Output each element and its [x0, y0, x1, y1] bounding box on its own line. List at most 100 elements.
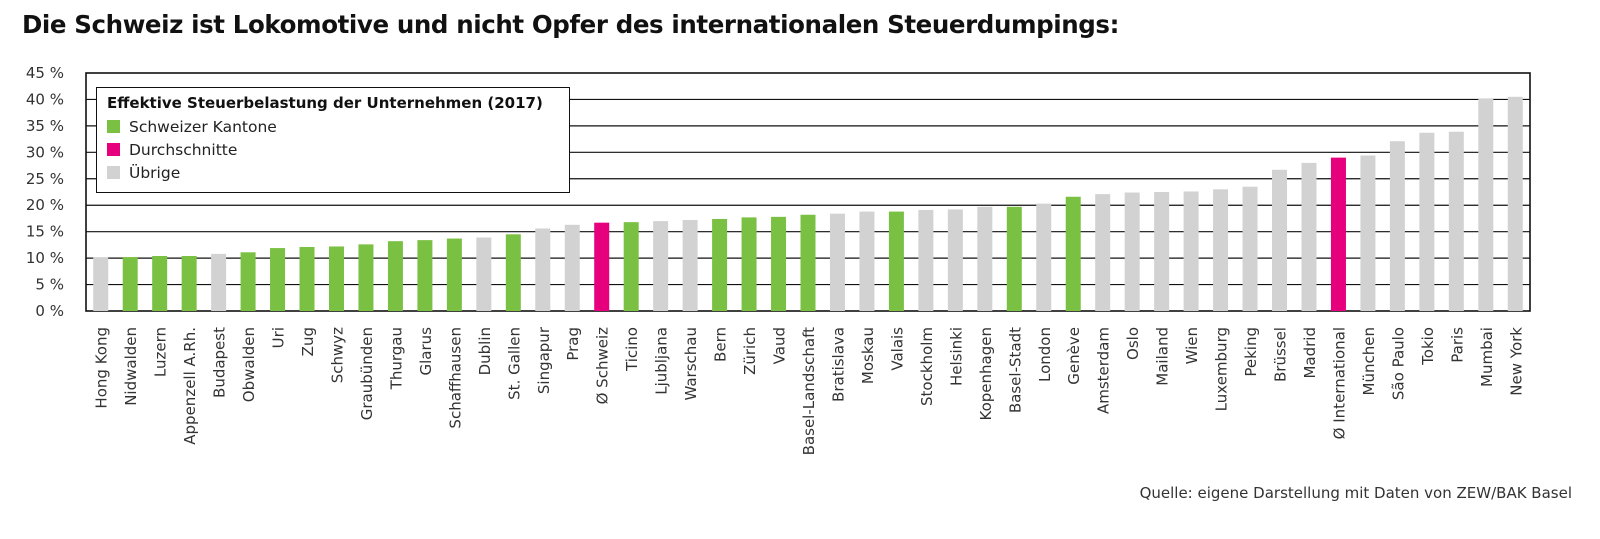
x-tick-label: Mailand	[1154, 327, 1172, 386]
bar	[1478, 98, 1494, 312]
bar	[859, 211, 875, 311]
x-tick-label: Wien	[1183, 327, 1201, 364]
x-tick-label: Valais	[888, 327, 906, 371]
bar	[712, 218, 728, 311]
bar	[1419, 132, 1435, 311]
x-tick-label: Warschau	[682, 327, 700, 401]
x-tick-label: Madrid	[1301, 327, 1319, 379]
bar	[771, 216, 787, 311]
bar	[299, 247, 315, 311]
x-tick-label: New York	[1507, 327, 1525, 396]
x-tick-label: Nidwalden	[122, 327, 140, 406]
x-tick-label: Brüssel	[1272, 327, 1290, 382]
legend-swatch-durchschnitte	[107, 143, 120, 156]
legend-label-durchschnitte: Durchschnitte	[129, 140, 238, 159]
bar	[270, 248, 286, 311]
x-tick-label: St. Gallen	[505, 327, 523, 400]
source-note: Quelle: eigene Darstellung mit Daten von…	[1139, 484, 1572, 502]
bar	[653, 221, 669, 311]
legend: Effektive Steuerbelastung der Unternehme…	[96, 87, 570, 193]
bar	[1360, 155, 1376, 311]
y-tick-label: 15 %	[26, 223, 64, 241]
legend-item-durchschnitte: Durchschnitte	[107, 138, 559, 161]
bar	[1006, 206, 1022, 311]
x-tick-label: Dublin	[476, 327, 494, 375]
bar	[888, 211, 904, 311]
x-tick-label: Ticino	[623, 327, 641, 372]
x-tick-label: Singapur	[535, 326, 553, 394]
bar	[1301, 162, 1317, 311]
x-tick-label: Thurgau	[387, 327, 405, 390]
y-tick-label: 40 %	[26, 90, 64, 108]
legend-label-kantone: Schweizer Kantone	[129, 117, 277, 136]
x-tick-label: Tokio	[1419, 327, 1437, 366]
bar	[741, 217, 757, 311]
y-tick-label: 45 %	[26, 64, 64, 82]
bar	[1507, 96, 1523, 311]
bar	[564, 224, 580, 311]
x-tick-label: Basel-Landschaft	[800, 327, 818, 455]
x-tick-label: Graubünden	[358, 327, 376, 420]
x-tick-label: Uri	[270, 327, 288, 348]
bar	[181, 255, 197, 311]
bar	[417, 240, 433, 311]
x-tick-label: Stockholm	[918, 327, 936, 406]
x-tick-label: Bratislava	[829, 327, 847, 402]
x-tick-label: Ø International	[1330, 327, 1348, 439]
bar	[800, 214, 816, 311]
bar	[1095, 194, 1111, 311]
y-tick-label: 10 %	[26, 249, 64, 267]
legend-label-uebrige: Übrige	[129, 163, 181, 182]
bar	[446, 238, 462, 311]
x-tick-label: Moskau	[859, 327, 877, 384]
chart-title: Die Schweiz ist Lokomotive und nicht Opf…	[22, 10, 1120, 39]
bar	[535, 228, 551, 311]
bar	[211, 253, 227, 311]
x-tick-label: Obwalden	[240, 327, 258, 402]
x-tick-label: Zürich	[741, 327, 759, 375]
bar	[1242, 186, 1258, 311]
y-tick-label: 5 %	[35, 276, 64, 294]
bar	[387, 241, 403, 311]
x-tick-label: Genève	[1065, 327, 1083, 385]
bar	[358, 244, 374, 311]
x-tick-label: Oslo	[1124, 327, 1142, 360]
bar	[977, 206, 993, 311]
bar	[152, 255, 168, 311]
x-tick-label: Ø Schweiz	[594, 327, 612, 405]
y-tick-label: 35 %	[26, 117, 64, 135]
y-tick-label: 0 %	[35, 302, 64, 320]
x-tick-label: Helsinki	[947, 327, 965, 386]
bar	[1213, 189, 1229, 311]
x-tick-label: Luzern	[152, 327, 170, 377]
x-tick-label: Basel-Stadt	[1006, 327, 1024, 413]
bar	[682, 220, 698, 311]
bar	[1389, 141, 1405, 311]
x-tick-label: Luxemburg	[1213, 327, 1231, 411]
bar	[1124, 192, 1140, 311]
x-tick-label: Mumbai	[1478, 327, 1496, 387]
legend-swatch-uebrige	[107, 166, 120, 179]
bar	[829, 213, 845, 311]
bar	[947, 209, 963, 311]
x-tick-label: München	[1360, 327, 1378, 395]
bar	[1330, 157, 1346, 311]
x-tick-label: Schaffhausen	[446, 327, 464, 429]
x-tick-label: Hong Kong	[93, 327, 111, 409]
bar	[1183, 191, 1199, 311]
bar	[93, 257, 109, 311]
bar	[240, 252, 256, 311]
bar	[328, 246, 344, 311]
bar	[1154, 192, 1170, 311]
legend-item-kantone: Schweizer Kantone	[107, 115, 559, 138]
bar	[1272, 169, 1288, 311]
x-tick-label: Bern	[712, 327, 730, 362]
bar	[1036, 203, 1052, 311]
y-tick-label: 30 %	[26, 143, 64, 161]
y-tick-label: 25 %	[26, 170, 64, 188]
bar	[623, 222, 639, 311]
x-tick-label: Amsterdam	[1095, 327, 1113, 414]
x-tick-label: Ljubljana	[653, 327, 671, 395]
x-tick-label: Zug	[299, 327, 317, 356]
